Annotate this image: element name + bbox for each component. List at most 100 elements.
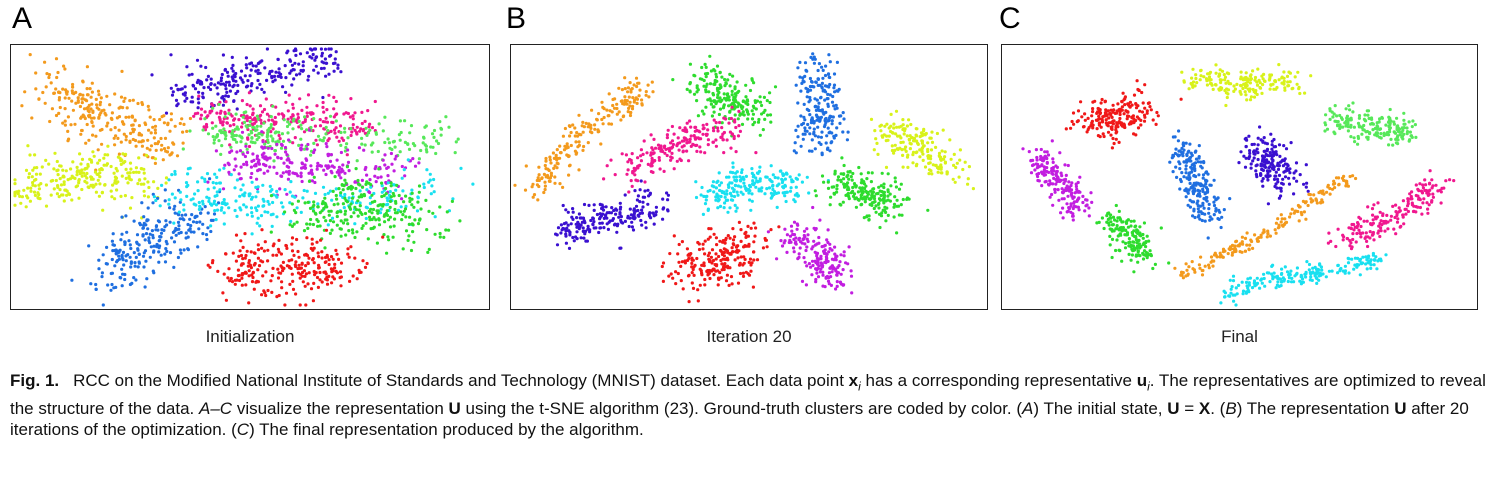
data-point — [741, 99, 745, 103]
data-point — [1217, 88, 1222, 92]
data-point — [255, 279, 259, 283]
data-point — [248, 104, 252, 108]
data-point — [796, 66, 800, 70]
data-point — [230, 55, 234, 59]
data-point — [714, 138, 718, 142]
data-point — [543, 187, 547, 192]
data-point — [834, 103, 838, 107]
data-point — [180, 87, 184, 91]
data-point — [810, 259, 815, 263]
data-point — [825, 134, 829, 138]
data-point — [718, 270, 722, 275]
data-point — [671, 78, 675, 82]
data-point — [182, 203, 186, 207]
data-point — [922, 144, 926, 148]
data-point — [93, 170, 98, 174]
data-point — [98, 171, 102, 175]
data-point — [564, 241, 568, 245]
data-point — [214, 218, 218, 222]
data-point — [97, 93, 101, 97]
data-point — [324, 277, 328, 281]
data-point — [849, 175, 853, 179]
data-point — [1257, 78, 1261, 82]
data-point — [403, 174, 407, 178]
data-point — [670, 156, 674, 160]
data-point — [832, 192, 836, 196]
data-point — [701, 212, 705, 216]
data-point — [339, 130, 343, 135]
data-point — [128, 206, 133, 210]
data-point — [303, 253, 307, 257]
data-point — [1248, 74, 1252, 78]
data-point — [696, 288, 700, 292]
data-point — [728, 109, 732, 113]
data-point — [177, 213, 181, 217]
data-point — [808, 126, 812, 130]
data-point — [742, 245, 746, 249]
data-point — [324, 116, 328, 120]
data-point — [1249, 77, 1253, 81]
data-point — [561, 134, 565, 138]
data-point — [82, 115, 86, 119]
data-point — [646, 202, 650, 206]
data-point — [706, 254, 710, 258]
data-point — [66, 139, 70, 143]
data-point — [325, 145, 329, 149]
data-point — [252, 117, 256, 121]
data-point — [412, 205, 416, 209]
data-point — [156, 244, 160, 248]
data-point — [106, 121, 110, 125]
data-point — [878, 225, 882, 230]
data-point — [184, 236, 188, 240]
data-point — [439, 127, 444, 131]
data-point — [842, 163, 846, 168]
data-point — [739, 228, 743, 232]
data-point — [708, 276, 712, 281]
data-point — [13, 203, 17, 207]
data-point — [80, 97, 84, 101]
data-point — [884, 219, 888, 223]
data-point — [188, 116, 192, 121]
data-point — [322, 110, 326, 114]
data-point — [303, 274, 307, 278]
data-point — [693, 263, 697, 267]
data-point — [319, 164, 323, 168]
data-point — [58, 188, 62, 192]
data-point — [432, 177, 436, 182]
data-point — [243, 74, 247, 78]
data-point — [158, 204, 162, 208]
data-point — [111, 183, 115, 187]
data-point — [882, 193, 886, 197]
data-point — [97, 107, 101, 111]
data-point — [770, 180, 774, 184]
data-point — [356, 178, 360, 183]
data-point — [718, 107, 723, 111]
data-point — [45, 72, 49, 76]
data-point — [577, 168, 581, 172]
data-point — [271, 253, 275, 257]
data-point — [663, 151, 667, 155]
data-point — [242, 194, 246, 198]
data-point — [206, 74, 210, 78]
data-point — [99, 111, 103, 115]
data-point — [328, 219, 332, 223]
data-point — [121, 152, 125, 156]
data-point — [195, 80, 199, 85]
data-point — [619, 218, 623, 222]
data-point — [101, 253, 105, 257]
data-point — [25, 194, 29, 198]
data-point — [672, 167, 676, 171]
data-point — [18, 194, 22, 198]
data-point — [327, 274, 331, 278]
data-point — [310, 179, 314, 183]
data-point — [124, 134, 128, 139]
data-point — [872, 197, 877, 201]
data-point — [671, 142, 675, 147]
data-point — [836, 178, 840, 182]
data-point — [579, 223, 583, 227]
data-point — [100, 127, 104, 132]
data-point — [318, 270, 322, 275]
data-point — [888, 192, 892, 196]
data-point — [210, 121, 214, 125]
data-point — [941, 128, 945, 132]
